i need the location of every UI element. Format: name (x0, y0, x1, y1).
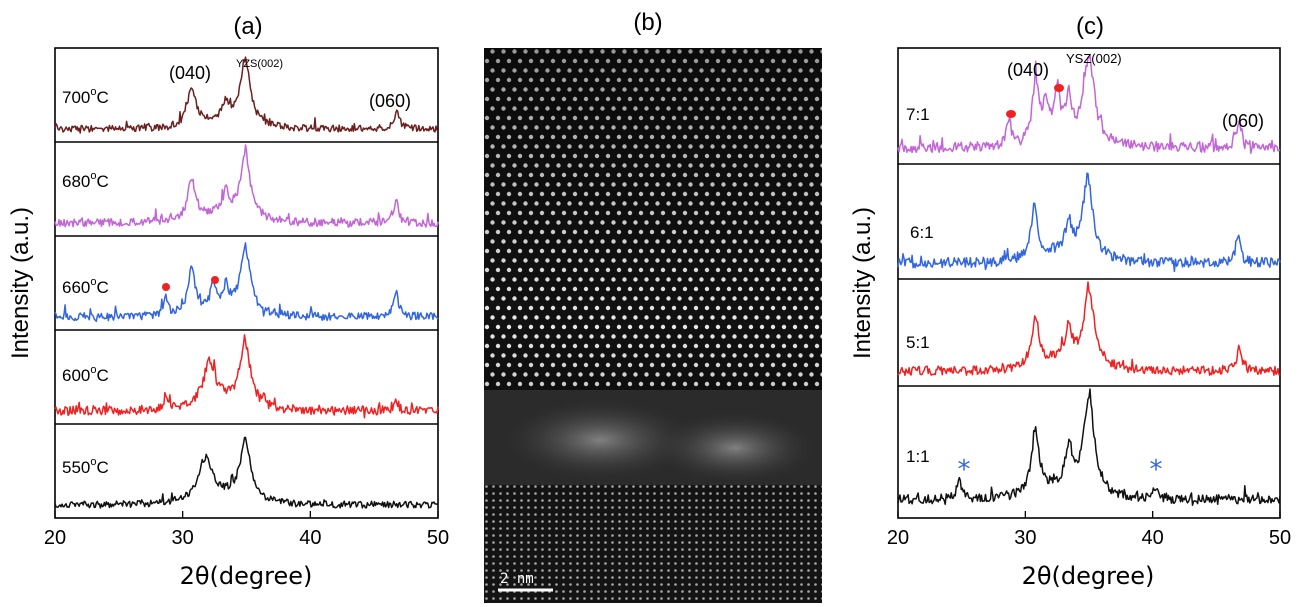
trace-label-550: 550oC (62, 456, 109, 477)
series-line-7-1 (897, 54, 1281, 154)
trace-label-7-1: 7:1 (906, 105, 930, 124)
annotation-ysz002: YSZ(002) (1066, 51, 1122, 66)
trace-label-6-1: 6:1 (910, 223, 934, 242)
x-tick-label: 40 (1142, 527, 1164, 549)
panel-c-x-axis: 20 30 40 50 (887, 511, 1291, 549)
panel-a-x-label: 2θ(degree) (180, 562, 313, 590)
trace-label-700: 700oC (62, 86, 109, 107)
stem-image-substrate (484, 485, 822, 603)
asterisk-marker: * (958, 455, 971, 485)
trace-label-600: 600oC (62, 364, 109, 385)
trace-label-5-1: 5:1 (906, 333, 930, 352)
annotation-060: (060) (369, 91, 411, 111)
series-line-5-1 (897, 281, 1281, 377)
panel-c-title: (c) (1076, 13, 1104, 40)
x-tick-label: 20 (887, 527, 909, 549)
series-line-700 (54, 56, 439, 134)
panel-c: (c) 20 30 40 50 7:1 6:1 5:1 1:1 (040) YSZ(0… (849, 13, 1291, 590)
series-line-6-1 (897, 172, 1281, 273)
annotation-040: (040) (1007, 60, 1049, 80)
series-line-600 (54, 334, 439, 419)
panel-b: (b) 2 nm (484, 9, 822, 603)
x-tick-label: 30 (1014, 527, 1036, 549)
series-line-660 (54, 242, 439, 323)
panel-a-frame (54, 47, 439, 519)
impurity-marker (162, 283, 170, 291)
panel-a-traces (54, 56, 439, 509)
impurity-marker (1006, 110, 1016, 118)
trace-label-680: 680oC (62, 170, 109, 191)
annotation-040: (040) (169, 63, 211, 83)
trace-label-660: 660oC (62, 276, 109, 297)
x-tick-label: 40 (299, 527, 321, 549)
x-tick-label: 50 (1269, 527, 1291, 549)
x-tick-label: 50 (427, 527, 449, 549)
impurity-marker (1054, 84, 1064, 92)
scale-bar-label: 2 nm (500, 571, 534, 587)
panel-a-y-label: Intensity (a.u.) (7, 207, 34, 359)
panel-c-y-label: Intensity (a.u.) (849, 207, 876, 359)
panel-a-x-axis: 20 30 40 50 (44, 511, 449, 549)
annotation-yzs002: YZS(002) (236, 58, 283, 70)
series-line-680 (54, 144, 439, 228)
x-tick-label: 20 (44, 527, 66, 549)
impurity-marker (211, 276, 219, 284)
stem-image-interface-glow (505, 400, 695, 480)
series-line-1-1 (897, 388, 1281, 506)
panel-a: (a) 20 30 40 50 700oC 680oC 660oC 600oC 550… (7, 13, 449, 590)
asterisk-marker: * (1150, 455, 1163, 485)
panel-b-title: (b) (633, 9, 662, 36)
panel-c-x-label: 2θ(degree) (1022, 562, 1155, 590)
x-tick-label: 30 (172, 527, 194, 549)
stem-image-interface-glow (655, 413, 815, 483)
annotation-060: (060) (1222, 111, 1264, 131)
trace-label-1-1: 1:1 (906, 447, 930, 466)
panel-c-traces (897, 54, 1281, 506)
panel-a-title: (a) (233, 13, 262, 40)
panel-c-frame (897, 47, 1281, 519)
series-line-550 (54, 436, 439, 509)
